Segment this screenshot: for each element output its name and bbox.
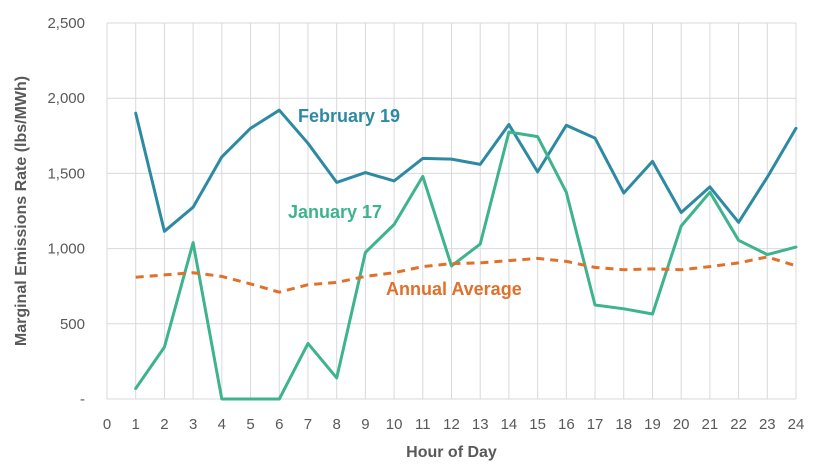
x-tick-label: 15 xyxy=(529,416,546,433)
y-tick-label: 2,500 xyxy=(47,15,85,32)
series-lines xyxy=(134,108,798,401)
x-tick-label: 6 xyxy=(275,416,283,433)
x-tick-label: 13 xyxy=(472,416,489,433)
x-tick-label: 10 xyxy=(386,416,403,433)
series-line-0 xyxy=(134,108,798,233)
x-tick-label: 0 xyxy=(103,416,111,433)
y-tick-label: 2,000 xyxy=(47,90,85,107)
series-label-1: January 17 xyxy=(288,202,382,222)
x-axis-title: Hour of Day xyxy=(406,444,497,461)
x-tick-label: 4 xyxy=(218,416,226,433)
x-tick-label: 12 xyxy=(443,416,460,433)
x-tick-label: 17 xyxy=(587,416,604,433)
x-tick-label: 16 xyxy=(558,416,575,433)
x-tick-label: 8 xyxy=(332,416,340,433)
x-tick-label: 21 xyxy=(702,416,719,433)
series-label-0: February 19 xyxy=(298,106,400,126)
y-axis-title: Marginal Emissions Rate (lbs/MWh) xyxy=(13,76,30,346)
x-tick-label: 3 xyxy=(189,416,197,433)
series-label-2: Annual Average xyxy=(386,279,522,299)
y-tick-label: - xyxy=(80,391,85,408)
x-tick-label: 24 xyxy=(788,416,805,433)
x-tick-label: 19 xyxy=(644,416,661,433)
x-tick-label: 5 xyxy=(246,416,254,433)
x-tick-label: 22 xyxy=(730,416,747,433)
series-labels: February 19 January 17 Annual Average xyxy=(288,106,522,299)
x-tick-label: 1 xyxy=(132,416,140,433)
x-tick-label: 23 xyxy=(759,416,776,433)
x-tick-label: 7 xyxy=(304,416,312,433)
series-line-1 xyxy=(134,130,798,401)
x-tick-label: 9 xyxy=(361,416,369,433)
y-axis-tick-labels: - 500 1,000 1,500 2,000 2,500 xyxy=(47,15,85,408)
y-tick-label: 1,500 xyxy=(47,165,85,182)
y-tick-label: 1,000 xyxy=(47,241,85,258)
x-tick-label: 18 xyxy=(615,416,632,433)
x-axis-tick-labels: 0 1 2 3 4 5 6 7 8 9 10 11 12 13 14 15 16 17 18 19 20 21 22 23 24 xyxy=(103,416,805,433)
gridlines xyxy=(106,22,797,400)
y-tick-label: 500 xyxy=(60,316,85,333)
x-tick-label: 20 xyxy=(673,416,690,433)
x-tick-label: 2 xyxy=(160,416,168,433)
x-tick-label: 11 xyxy=(415,416,431,433)
x-tick-label: 14 xyxy=(501,416,518,433)
